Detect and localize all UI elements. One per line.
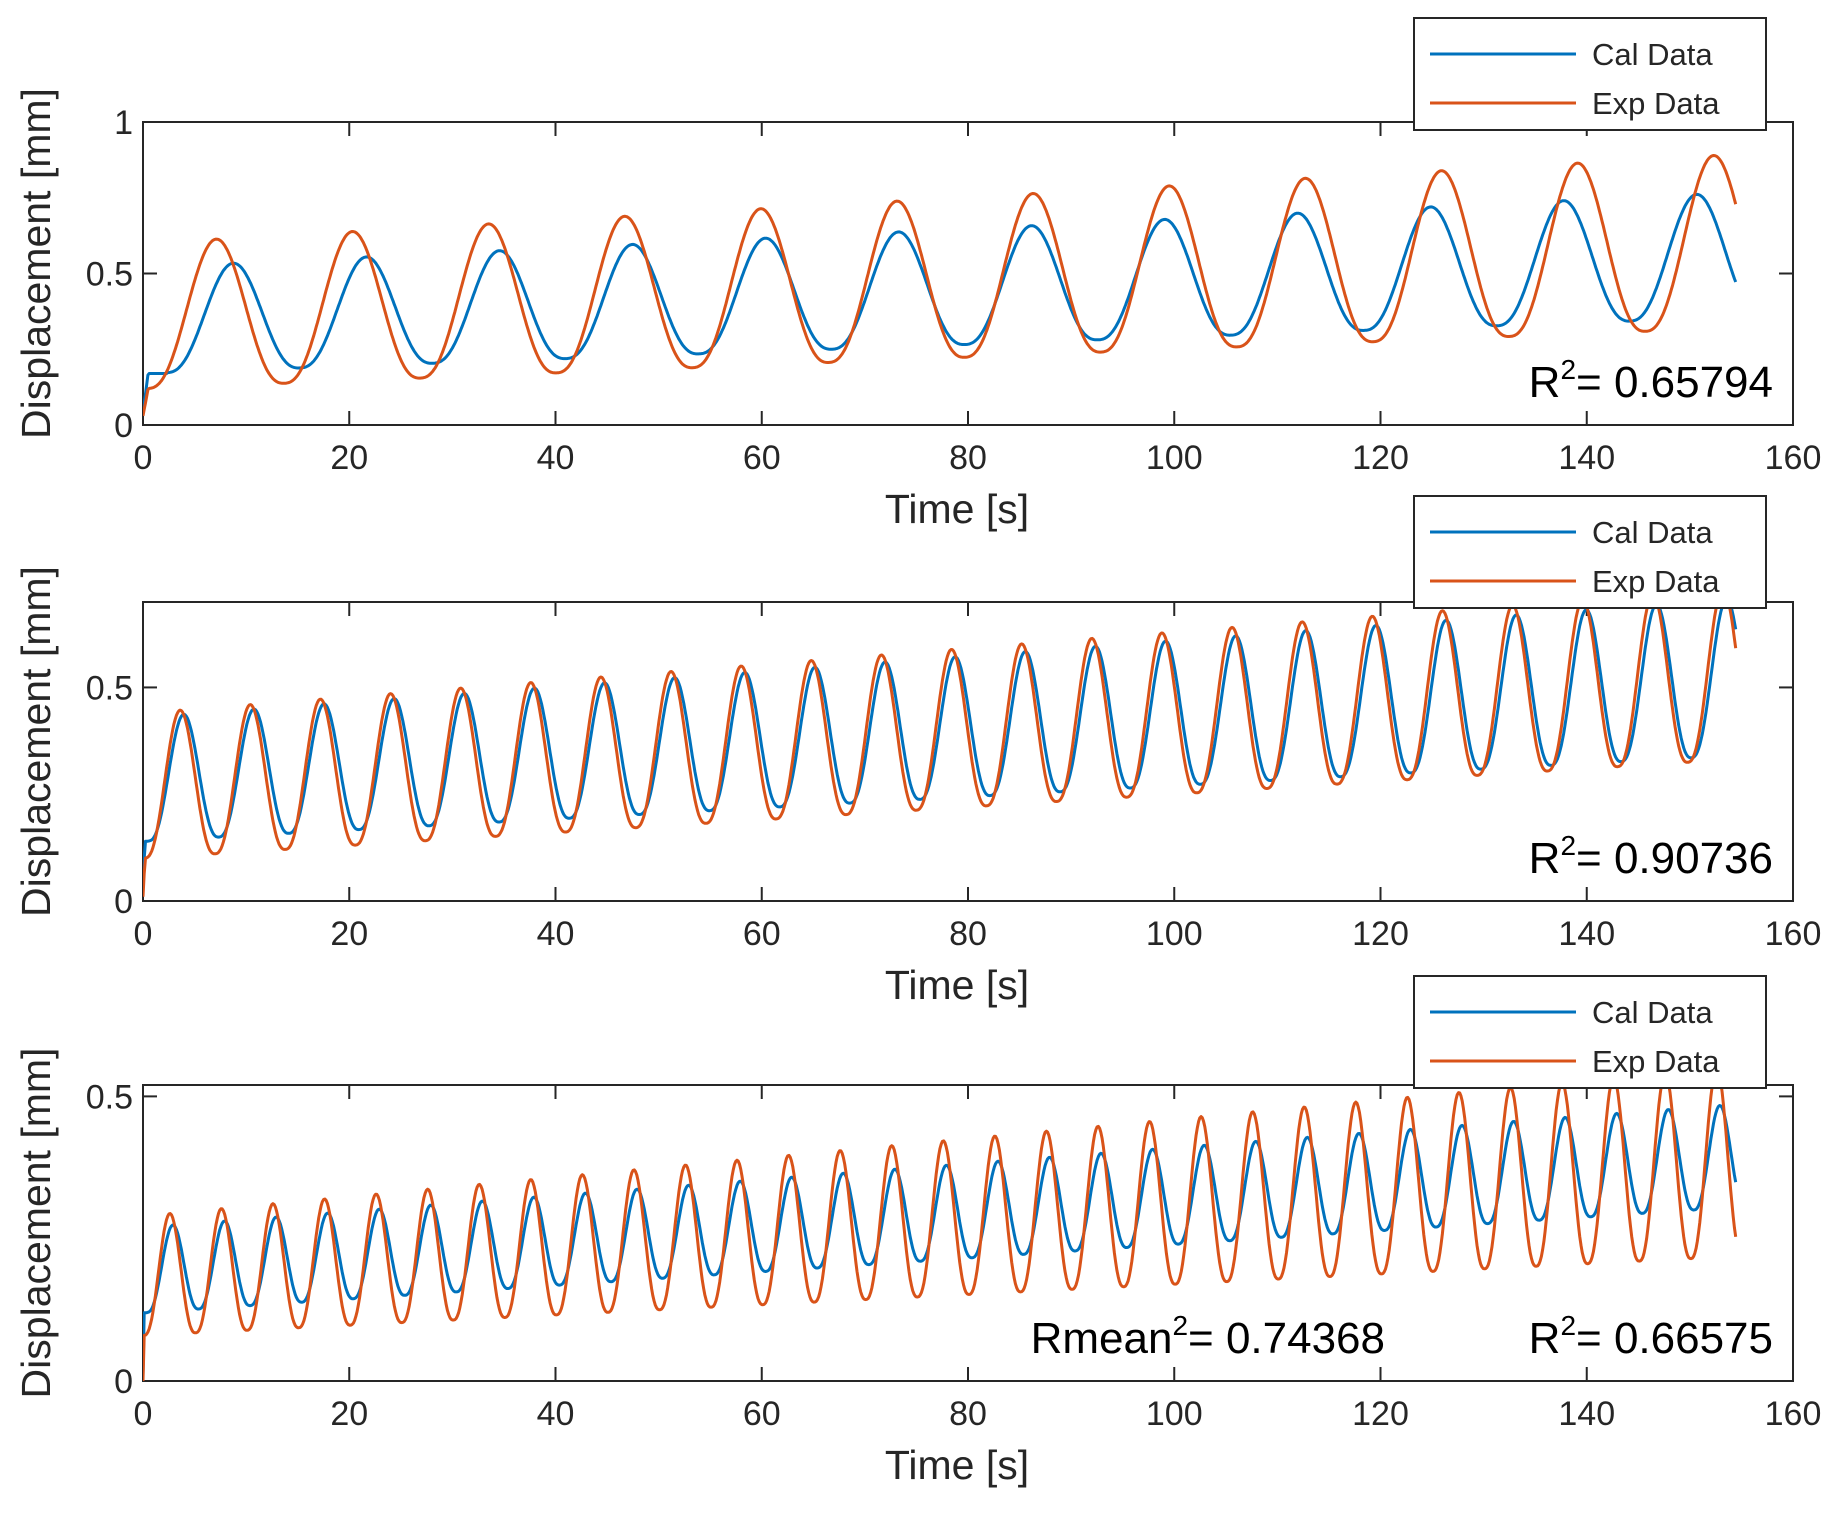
x-tick-label: 100 [1146,1395,1203,1433]
x-axis-label: Time [s] [885,486,1029,532]
x-tick-label: 0 [134,439,153,477]
axes-box [142,121,1794,426]
annotation-value: = 0.65794 [1576,358,1773,407]
axes-box [142,601,1794,902]
legend: Cal Data Exp Data [1413,17,1767,131]
series-line-exp-data [143,154,1738,417]
x-tick-label: 160 [1765,915,1822,953]
y-tick-label: 0.5 [86,256,133,294]
y-tick-label: 0.5 [86,669,133,707]
legend-label: Exp Data [1592,1044,1720,1079]
legend: Cal Data Exp Data [1413,975,1767,1089]
series-line-cal-data [143,1104,1738,1376]
annotation-superscript: 2 [1172,1310,1188,1341]
series-line-exp-data [143,1085,1738,1381]
legend: Cal Data Exp Data [1413,495,1767,609]
r-squared-annotation: R2= 0.66575 [1529,1310,1773,1363]
annotation-value: = 0.90736 [1576,834,1773,883]
x-tick-label: 120 [1352,439,1409,477]
chart-panel-3: 0 20 40 60 80 100 120 140 160 0 0.5 Time [s] Displac… [13,975,1822,1488]
x-tick-label: 20 [330,439,368,477]
y-tick-label: 0 [114,407,133,445]
annotation-base: Rmean [1031,1314,1173,1363]
series-line-cal-data [143,602,1738,884]
annotation-superscript: 2 [1560,354,1576,385]
x-axis-label: Time [s] [885,962,1029,1008]
x-tick-label: 0 [134,915,153,953]
series-lines [143,1085,1738,1381]
legend-label: Cal Data [1592,995,1713,1030]
series-lines [143,154,1738,417]
x-tick-label: 140 [1558,1395,1615,1433]
legend-label: Cal Data [1592,37,1713,72]
x-tick-label: 140 [1558,915,1615,953]
annotation-value: = 0.66575 [1576,1314,1773,1363]
chart-panel-1: 0 20 40 60 80 100 120 140 160 0 0.5 1 Time [s] Displa… [13,17,1822,532]
x-tick-label: 60 [743,1395,781,1433]
y-axis-label: Displacement [mm] [13,88,59,439]
x-tick-label: 160 [1765,1395,1822,1433]
x-tick-label: 160 [1765,439,1822,477]
x-tick-label: 40 [537,439,575,477]
x-tick-label: 60 [743,915,781,953]
x-tick-label: 140 [1558,439,1615,477]
x-tick-label: 100 [1146,439,1203,477]
y-axis-label: Displacement [mm] [13,566,59,917]
x-axis-label: Time [s] [885,1442,1029,1488]
x-tick-label: 20 [330,915,368,953]
x-tick-label: 120 [1352,915,1409,953]
annotation-base: R [1529,358,1561,407]
annotation-superscript: 2 [1560,1310,1576,1341]
y-axis-label: Displacement [mm] [13,1048,59,1399]
legend-box [1413,17,1767,131]
chart-panel-2: 0 20 40 60 80 100 120 140 160 0 0.5 Time [s] Displac… [13,495,1822,1008]
annotation-base: R [1529,834,1561,883]
x-tick-label: 80 [949,439,987,477]
y-tick-label: 0 [114,883,133,921]
x-tick-label: 100 [1146,915,1203,953]
y-tick-label: 0.5 [86,1078,133,1116]
x-tick-label: 60 [743,439,781,477]
legend-label: Exp Data [1592,564,1720,599]
r-squared-annotation: Rmean2= 0.74368 [1031,1310,1385,1363]
legend-box [1413,975,1767,1089]
legend-box [1413,495,1767,609]
y-tick-label: 0 [114,1363,133,1401]
x-tick-label: 20 [330,1395,368,1433]
x-tick-label: 40 [537,915,575,953]
x-tick-label: 80 [949,915,987,953]
x-tick-label: 120 [1352,1395,1409,1433]
y-tick-label: 1 [114,104,133,142]
legend-label: Exp Data [1592,86,1720,121]
x-tick-label: 0 [134,1395,153,1433]
x-tick-label: 80 [949,1395,987,1433]
legend-label: Cal Data [1592,515,1713,550]
x-tick-label: 40 [537,1395,575,1433]
series-lines [143,602,1738,897]
annotation-superscript: 2 [1560,830,1576,861]
annotation-base: R [1529,1314,1561,1363]
annotation-value: = 0.74368 [1188,1314,1385,1363]
series-line-exp-data [143,602,1738,897]
r-squared-annotation: R2= 0.90736 [1529,830,1773,883]
r-squared-annotation: R2= 0.65794 [1529,354,1773,407]
